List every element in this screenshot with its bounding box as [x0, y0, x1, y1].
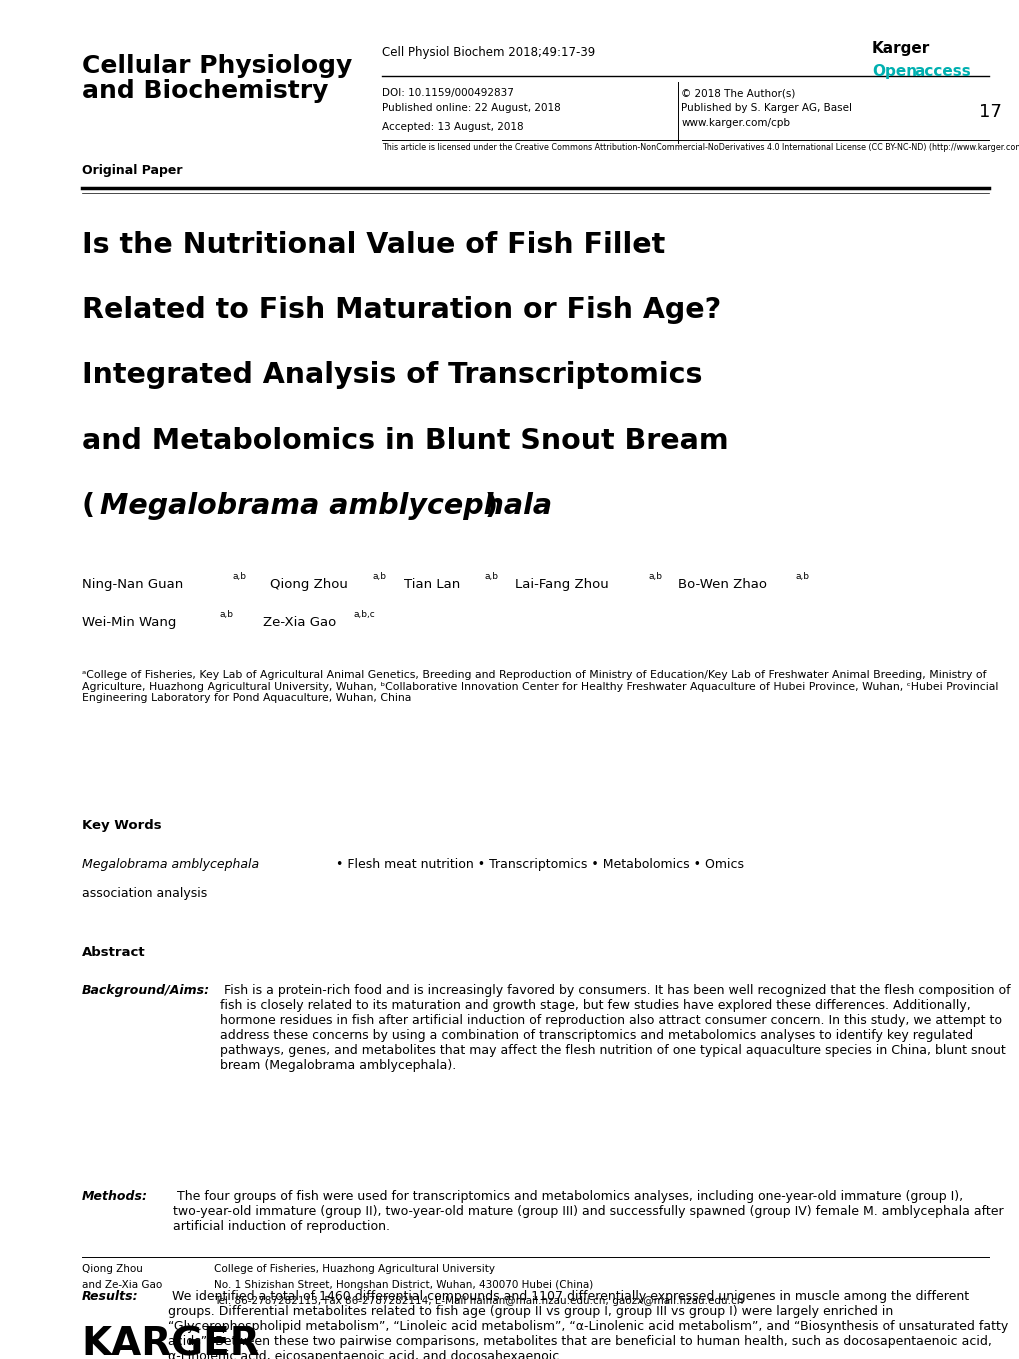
Text: College of Fisheries, Huazhong Agricultural University: College of Fisheries, Huazhong Agricultu… — [214, 1264, 494, 1273]
Text: Methods:: Methods: — [82, 1190, 148, 1204]
Text: Accepted: 13 August, 2018: Accepted: 13 August, 2018 — [382, 122, 524, 132]
Text: Cell Physiol Biochem 2018;49:17-39: Cell Physiol Biochem 2018;49:17-39 — [382, 46, 595, 60]
Text: © 2018 The Author(s): © 2018 The Author(s) — [681, 88, 795, 98]
Text: Lai-Fang Zhou: Lai-Fang Zhou — [515, 578, 608, 591]
Text: Bo-Wen Zhao: Bo-Wen Zhao — [678, 578, 766, 591]
Text: Key Words: Key Words — [82, 819, 161, 833]
Text: a,b,c: a,b,c — [354, 610, 375, 620]
Text: The four groups of fish were used for transcriptomics and metabolomics analyses,: The four groups of fish were used for tr… — [173, 1190, 1003, 1234]
Text: association analysis: association analysis — [82, 887, 207, 901]
Text: Background/Aims:: Background/Aims: — [82, 984, 210, 998]
Text: DOI: 10.1159/000492837: DOI: 10.1159/000492837 — [382, 88, 514, 98]
Text: ): ) — [484, 492, 497, 520]
Text: Published by S. Karger AG, Basel: Published by S. Karger AG, Basel — [681, 103, 852, 113]
Text: 17: 17 — [978, 103, 1001, 121]
Text: access: access — [913, 64, 970, 79]
Text: Open: Open — [871, 64, 916, 79]
Text: Fish is a protein-rich food and is increasingly favored by consumers. It has bee: Fish is a protein-rich food and is incre… — [220, 984, 1010, 1072]
Text: a,b: a,b — [795, 572, 809, 582]
Text: This article is licensed under the Creative Commons Attribution-NonCommercial-No: This article is licensed under the Creat… — [382, 143, 1019, 152]
Text: Qiong Zhou: Qiong Zhou — [270, 578, 347, 591]
Text: Integrated Analysis of Transcriptomics: Integrated Analysis of Transcriptomics — [82, 361, 701, 390]
Text: and Biochemistry: and Biochemistry — [82, 79, 328, 103]
Text: Megalobrama amblycephala: Megalobrama amblycephala — [100, 492, 551, 520]
Text: Is the Nutritional Value of Fish Fillet: Is the Nutritional Value of Fish Fillet — [82, 231, 664, 260]
Text: Wei-Min Wang: Wei-Min Wang — [82, 616, 176, 629]
Text: a,b: a,b — [219, 610, 233, 620]
Text: and Metabolomics in Blunt Snout Bream: and Metabolomics in Blunt Snout Bream — [82, 427, 728, 455]
Text: and Ze-Xia Gao: and Ze-Xia Gao — [82, 1280, 162, 1290]
Text: Tel. 86-2787282113, Fax 86-2787282114, E-Mail hainan@mail.hzau.edu.cn; gaozx@mai: Tel. 86-2787282113, Fax 86-2787282114, E… — [214, 1296, 743, 1306]
Text: ᵃCollege of Fisheries, Key Lab of Agricultural Animal Genetics, Breeding and Rep: ᵃCollege of Fisheries, Key Lab of Agricu… — [82, 670, 997, 703]
Text: a,b: a,b — [484, 572, 498, 582]
Text: Related to Fish Maturation or Fish Age?: Related to Fish Maturation or Fish Age? — [82, 296, 720, 325]
Text: a,b: a,b — [232, 572, 247, 582]
Text: Qiong Zhou: Qiong Zhou — [82, 1264, 143, 1273]
Text: Results:: Results: — [82, 1290, 139, 1303]
Text: (: ( — [82, 492, 95, 520]
Text: Karger: Karger — [871, 41, 929, 56]
Text: Megalobrama amblycephala: Megalobrama amblycephala — [82, 858, 259, 871]
Text: a,b: a,b — [372, 572, 386, 582]
Text: We identified a total of 1460 differential compounds and 1107 differentially exp: We identified a total of 1460 differenti… — [168, 1290, 1008, 1359]
Text: Ning-Nan Guan: Ning-Nan Guan — [82, 578, 182, 591]
Text: a,b: a,b — [648, 572, 662, 582]
Text: Original Paper: Original Paper — [82, 163, 182, 177]
Text: No. 1 Shizishan Street, Hongshan District, Wuhan, 430070 Hubei (China): No. 1 Shizishan Street, Hongshan Distric… — [214, 1280, 593, 1290]
Text: Abstract: Abstract — [82, 946, 145, 959]
Text: Tian Lan: Tian Lan — [404, 578, 460, 591]
Text: www.karger.com/cpb: www.karger.com/cpb — [681, 118, 790, 128]
Text: • Flesh meat nutrition • Transcriptomics • Metabolomics • Omics: • Flesh meat nutrition • Transcriptomics… — [331, 858, 743, 871]
Text: Published online: 22 August, 2018: Published online: 22 August, 2018 — [382, 103, 560, 113]
Text: KARGER: KARGER — [82, 1325, 260, 1359]
Text: Ze-Xia Gao: Ze-Xia Gao — [263, 616, 336, 629]
Text: Cellular Physiology: Cellular Physiology — [82, 54, 352, 79]
